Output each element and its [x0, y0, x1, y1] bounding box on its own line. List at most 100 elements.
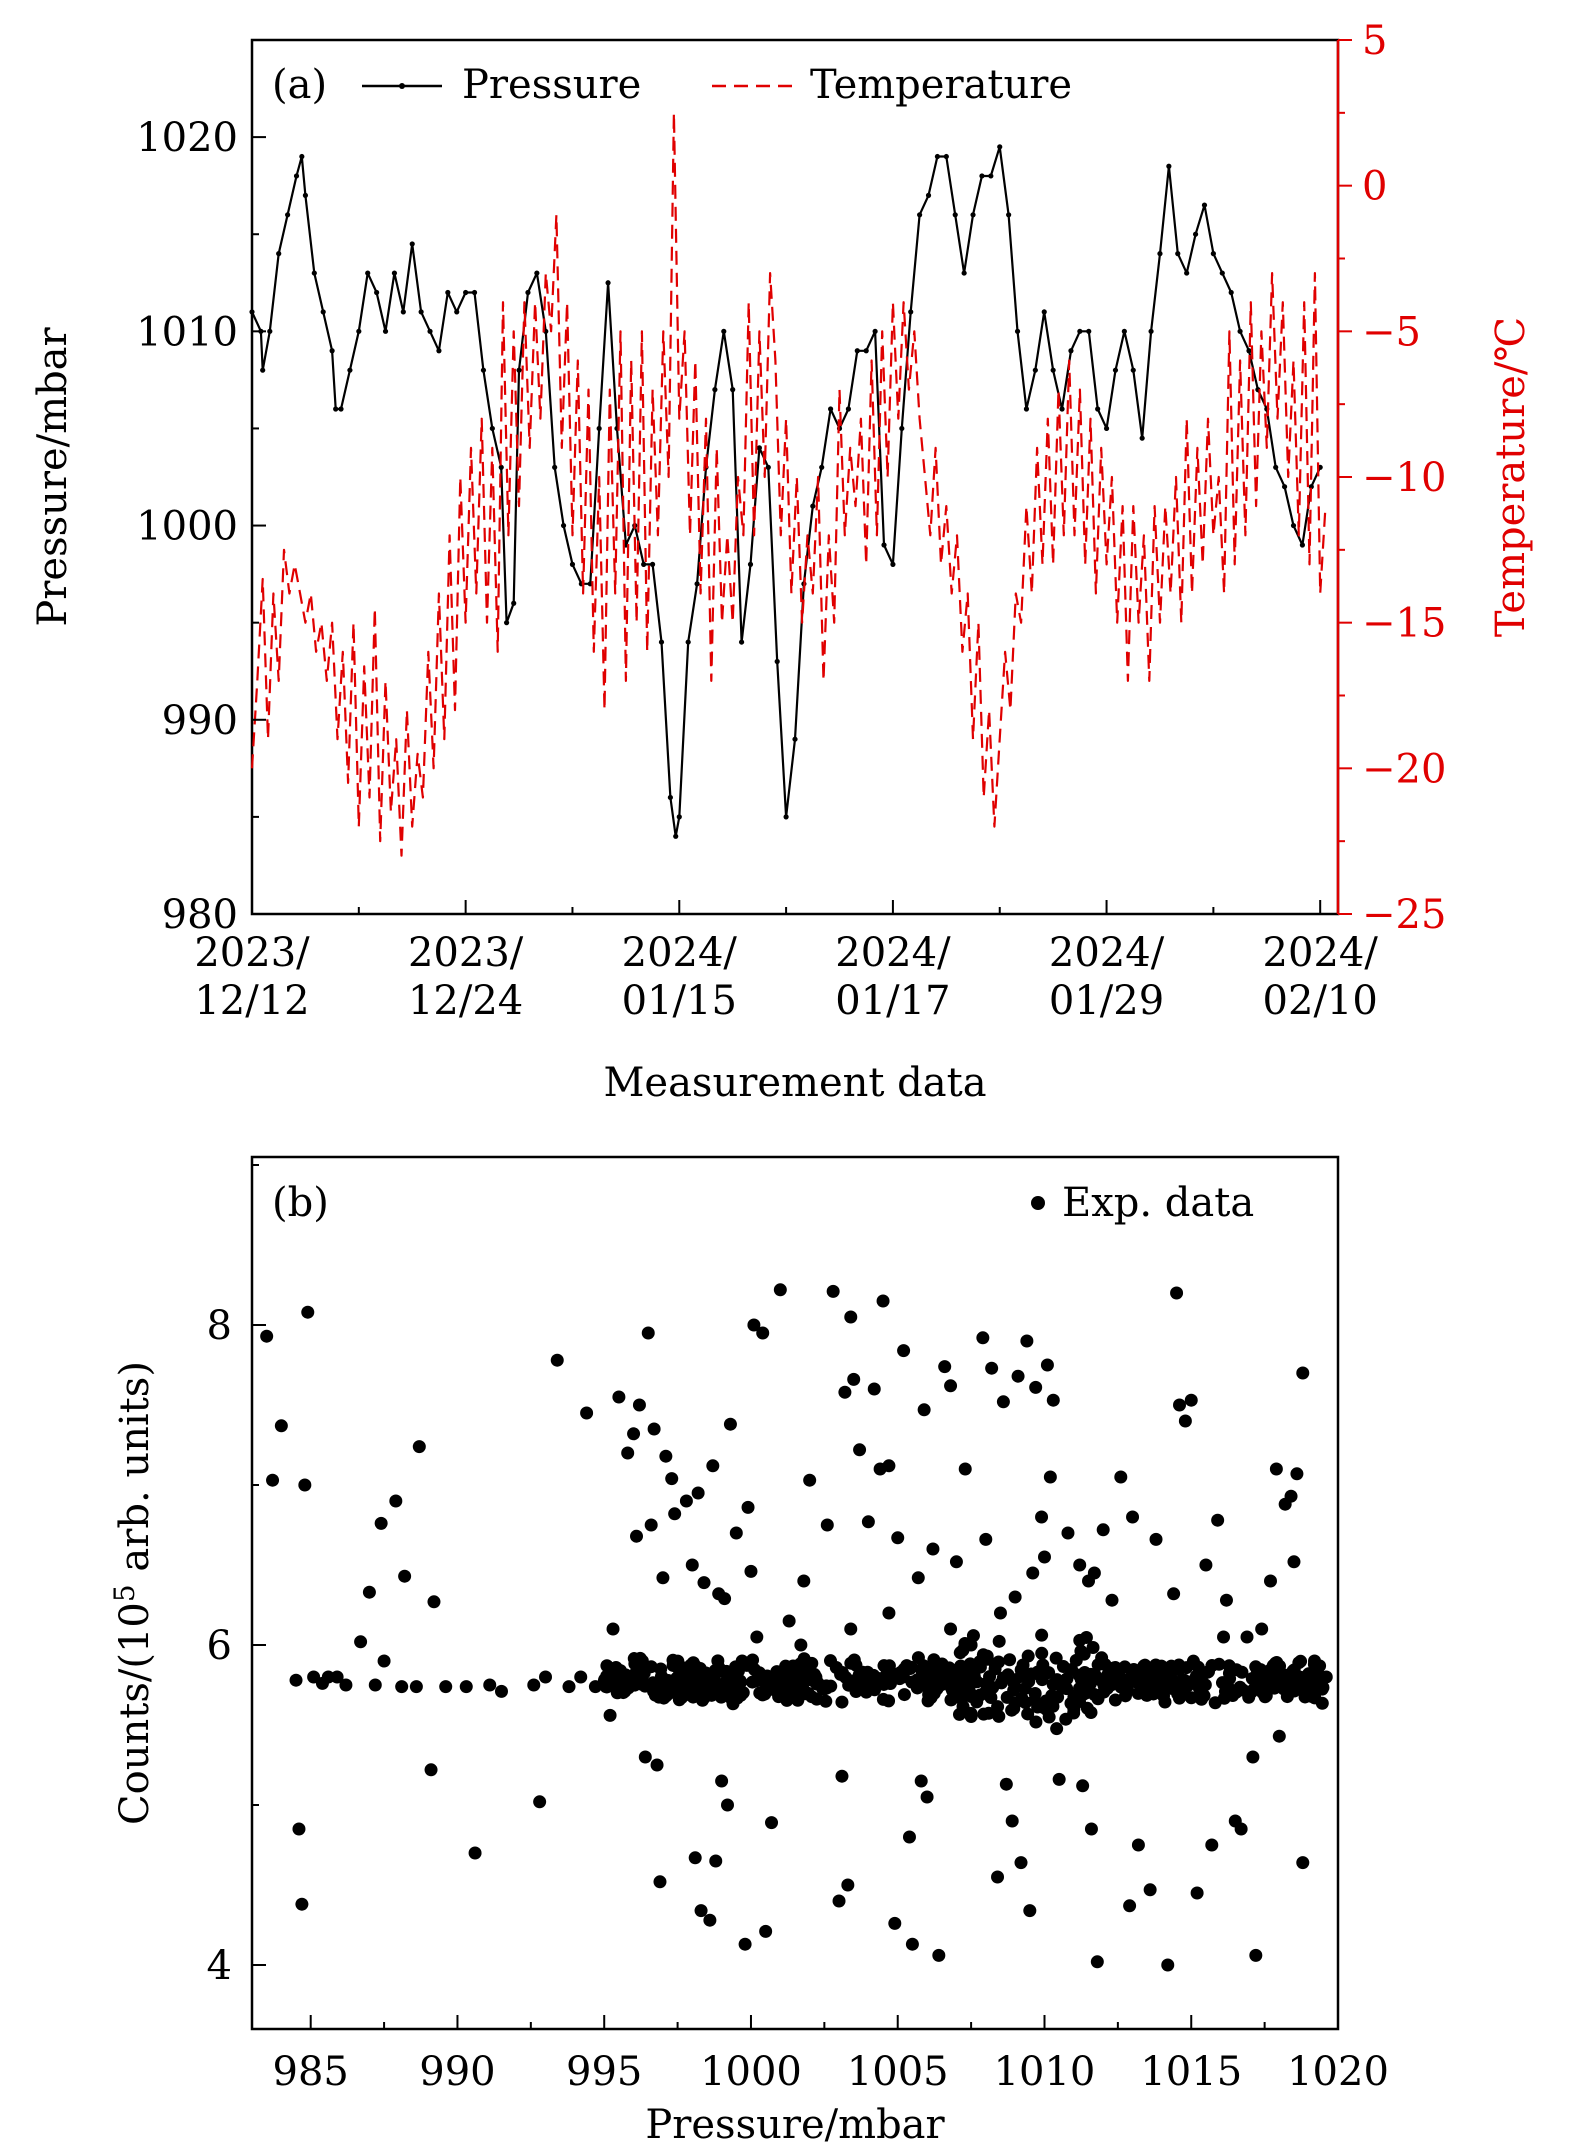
scatter-point [301, 1305, 315, 1319]
scatter-point [1052, 1772, 1066, 1786]
scatter-point [1122, 1672, 1136, 1686]
scatter-point [688, 1851, 702, 1865]
scatter-point [996, 1395, 1010, 1409]
y2-tick-label: −25 [1362, 892, 1446, 938]
x-tick-label: 01/15 [622, 978, 737, 1024]
scatter-point [1059, 1712, 1073, 1726]
legend-exp-data-marker [1031, 1196, 1045, 1210]
scatter-point [574, 1670, 588, 1684]
pressure-point [391, 270, 398, 276]
scatter-point [697, 1576, 711, 1590]
pressure-point [641, 561, 647, 568]
pressure-point [1006, 212, 1012, 218]
pressure-point [934, 153, 941, 160]
scatter-point [459, 1680, 473, 1694]
scatter-point [963, 1686, 977, 1700]
scatter-point [1254, 1663, 1268, 1677]
scatter-point [1240, 1630, 1254, 1644]
scatter-point [983, 1670, 997, 1684]
scatter-point [1003, 1653, 1017, 1667]
scatter-point [992, 1634, 1006, 1648]
pressure-point [409, 241, 415, 247]
scatter-point [653, 1875, 667, 1889]
scatter-point [741, 1500, 755, 1514]
scatter-point [729, 1526, 743, 1540]
scatter-point [1026, 1566, 1040, 1580]
panel-b-y-axis: 4 6 8 [207, 1164, 266, 1989]
scatter-point [979, 1532, 993, 1546]
scatter-point [1020, 1334, 1034, 1348]
scatter-point [339, 1678, 353, 1692]
pressure-point [1077, 328, 1083, 334]
scatter-point [645, 1677, 659, 1691]
pressure-point [658, 639, 665, 645]
scatter-point [819, 1694, 833, 1708]
scatter-point [832, 1894, 846, 1908]
scatter-point [718, 1592, 732, 1606]
pressure-point [1103, 425, 1110, 432]
pressure-point [1112, 367, 1119, 373]
pressure-point [730, 387, 736, 393]
scatter-point [1211, 1513, 1225, 1527]
scatter-point [362, 1585, 376, 1599]
scatter-point [774, 1680, 788, 1694]
pressure-point [667, 794, 673, 801]
panel-a-y2-axis-title: Temperature/℃ [1488, 317, 1534, 637]
scatter-point [1263, 1574, 1277, 1588]
x-tick-label: 12/12 [194, 978, 309, 1024]
scatter-point [1087, 1566, 1101, 1580]
pressure-point [333, 406, 339, 412]
scatter-point [666, 1653, 680, 1667]
pressure-point [418, 309, 424, 315]
panel-b-plot-area [260, 1283, 1333, 1972]
pressure-point [1184, 270, 1190, 276]
pressure-point [747, 561, 754, 568]
pressure-point [1139, 435, 1145, 441]
scatter-point [932, 1679, 946, 1693]
scatter-point [820, 1518, 834, 1532]
scatter-point [1045, 1689, 1059, 1703]
scatter-point [747, 1318, 761, 1332]
scatter-point [711, 1678, 725, 1692]
x-tick-label: 2024/ [1049, 930, 1165, 976]
scatter-point [877, 1677, 891, 1691]
scatter-point [851, 1676, 865, 1690]
panel-a-right-y-axis: −25 −20 −15 −10 −5 0 5 [1338, 18, 1446, 938]
pressure-point [765, 464, 771, 470]
pressure-point [1219, 270, 1225, 276]
scatter-point [982, 1706, 996, 1720]
scatter-point [1016, 1658, 1030, 1672]
scatter-point [1234, 1822, 1248, 1836]
scatter-point [483, 1678, 497, 1692]
scatter-point [659, 1449, 673, 1463]
scatter-point [274, 1419, 288, 1433]
x-tick-label: 02/10 [1263, 978, 1378, 1024]
scatter-point [746, 1653, 760, 1667]
pressure-point [569, 561, 576, 568]
scatter-point [944, 1622, 958, 1636]
y2-tick-label: 0 [1362, 164, 1387, 210]
pressure-point [1130, 367, 1136, 373]
scatter-point [1011, 1369, 1025, 1383]
scatter-point [1272, 1729, 1286, 1743]
scatter-point [377, 1654, 391, 1668]
scatter-point [891, 1531, 905, 1545]
scatter-point [797, 1574, 811, 1588]
pressure-point [489, 425, 495, 432]
scatter-point [260, 1329, 274, 1343]
pressure-point [1023, 406, 1030, 412]
panel-a-label: (a) [272, 62, 327, 108]
scatter-point [964, 1710, 978, 1724]
scatter-point [1031, 1700, 1045, 1714]
scatter-point [911, 1651, 925, 1665]
y-tick-label: 980 [162, 892, 238, 938]
scatter-point [1169, 1661, 1183, 1675]
scatter-point [1217, 1691, 1231, 1705]
scatter-point [1212, 1657, 1226, 1671]
pressure-point [1246, 348, 1252, 354]
scatter-point [1005, 1814, 1019, 1828]
y2-tick-label: −10 [1362, 455, 1446, 501]
scatter-point [882, 1606, 896, 1620]
pressure-point [881, 542, 887, 548]
